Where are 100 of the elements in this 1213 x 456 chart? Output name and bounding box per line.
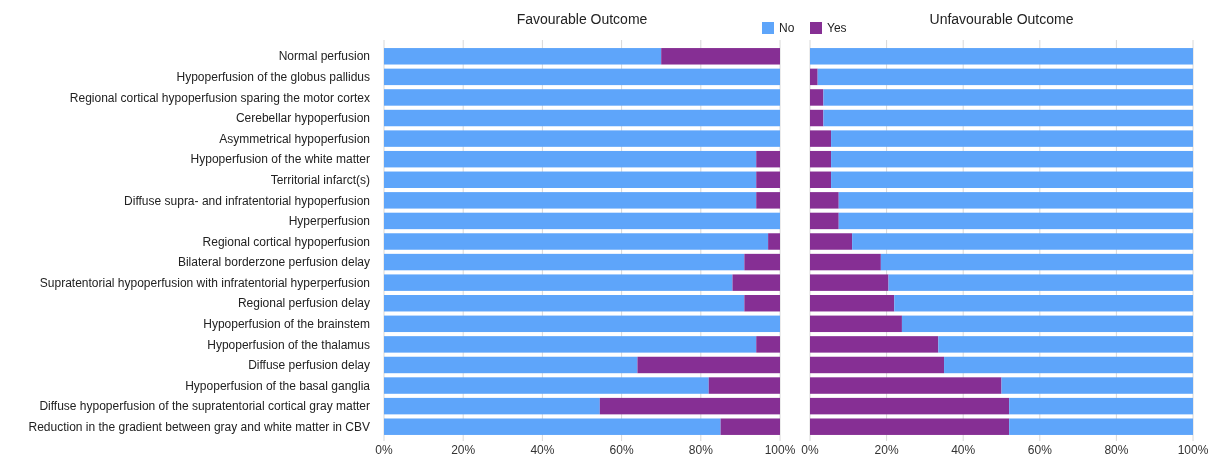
bar: [852, 233, 1193, 250]
bar: [756, 336, 780, 353]
bar: [1001, 377, 1193, 394]
bar: [831, 130, 1193, 147]
bar: [831, 150, 1193, 168]
x-tick-label: 20%: [451, 443, 476, 456]
x-tick-label: 100%: [1177, 443, 1209, 456]
bar: [810, 130, 832, 147]
bar: [880, 253, 1193, 271]
bar: [384, 109, 780, 127]
bar: [810, 233, 853, 250]
bar: [1009, 418, 1193, 435]
bar: [831, 171, 1193, 188]
y-tick-label: Hypoperfusion of the globus pallidus: [176, 70, 370, 85]
bar: [810, 274, 889, 291]
x-tick-label: 40%: [530, 443, 555, 456]
y-tick-label: Diffuse hypoperfusion of the supratentorial cortical gray matter: [39, 399, 370, 414]
bar: [810, 397, 1010, 415]
bar: [838, 212, 1193, 230]
legend-label: Yes: [827, 21, 847, 35]
bar: [810, 356, 945, 374]
y-tick-label: Supratentorial hypoperfusion with infratentorial hyperperfusion: [39, 275, 370, 290]
bar: [810, 418, 1010, 435]
legend-label: No: [779, 21, 795, 35]
y-tick-label: Diffuse supra- and infratentorial hypoperfusion: [124, 193, 370, 208]
bar: [384, 150, 757, 168]
bar: [810, 68, 818, 86]
bar: [384, 68, 780, 86]
y-tick-label: Regional perfusion delay: [237, 296, 370, 311]
bar: [810, 48, 1193, 65]
bar: [810, 109, 824, 127]
bar: [823, 89, 1193, 106]
y-tick-label: Hypoperfusion of the thalamus: [207, 337, 370, 352]
bar: [810, 171, 832, 188]
bar: [384, 418, 721, 435]
bar: [810, 253, 881, 271]
bar: [810, 295, 895, 312]
x-tick-label: 60%: [609, 443, 634, 456]
bar: [384, 48, 662, 65]
bar: [384, 356, 638, 374]
y-tick-label: Normal perfusion: [278, 49, 370, 64]
bar: [938, 336, 1193, 353]
bar: [744, 253, 780, 271]
y-tick-label: Territorial infarct(s): [270, 172, 370, 187]
bar: [756, 150, 780, 168]
bar: [944, 356, 1193, 374]
y-tick-label: Diffuse perfusion delay: [248, 358, 370, 373]
bar: [768, 233, 780, 250]
y-tick-label: Reduction in the gradient between gray and white matter in CBV: [28, 419, 370, 434]
bar: [599, 397, 780, 415]
y-tick-label: Asymmetrical hypoperfusion: [219, 131, 370, 146]
bar: [810, 336, 939, 353]
bar: [708, 377, 780, 394]
bar: [384, 171, 757, 188]
bar: [661, 48, 780, 65]
bar: [823, 109, 1193, 127]
bar: [384, 253, 745, 271]
bar: [1009, 397, 1193, 415]
y-tick-label: Regional cortical hypoperfusion sparing the motor cortex: [69, 90, 370, 105]
x-tick-label: 20%: [874, 443, 899, 456]
bar: [384, 397, 600, 415]
y-tick-label: Hypoperfusion of the brainstem: [203, 317, 370, 332]
x-tick-label: 80%: [688, 443, 714, 456]
x-tick-label: 0%: [801, 443, 819, 456]
bar: [756, 171, 780, 188]
bar: [384, 274, 733, 291]
bar: [384, 315, 780, 333]
x-tick-label: 100%: [764, 443, 796, 456]
bar: [384, 89, 780, 106]
bar: [810, 377, 1002, 394]
bar: [810, 212, 839, 230]
bar: [838, 192, 1193, 209]
bar: [744, 295, 780, 312]
y-tick-label: Regional cortical hypoperfusion: [202, 234, 370, 249]
bar: [756, 192, 780, 209]
x-tick-label: 80%: [1104, 443, 1129, 456]
y-tick-label: Hypoperfusion of the basal ganglia: [185, 378, 371, 393]
bar: [810, 150, 832, 168]
y-tick-label: Hyperperfusion: [288, 214, 370, 229]
bar: [810, 315, 902, 333]
x-tick-label: 60%: [1027, 443, 1053, 456]
bar: [384, 295, 745, 312]
bar: [384, 192, 757, 209]
x-tick-label: 40%: [951, 443, 976, 456]
bar: [894, 295, 1193, 312]
bar: [720, 418, 780, 435]
chart-title: Unfavourable Outcome: [929, 11, 1074, 27]
bar: [637, 356, 780, 374]
y-tick-label: Bilateral borderzone perfusion delay: [177, 255, 370, 270]
x-tick-label: 0%: [375, 443, 393, 456]
y-tick-label: Hypoperfusion of the white matter: [190, 152, 370, 167]
bar: [901, 315, 1193, 333]
bar: [384, 336, 757, 353]
bar: [384, 212, 780, 230]
bar: [384, 130, 780, 147]
bar: [384, 377, 709, 394]
bar: [888, 274, 1193, 291]
bar: [810, 192, 839, 209]
bar: [384, 233, 769, 250]
chart-title: Favourable Outcome: [516, 11, 648, 27]
